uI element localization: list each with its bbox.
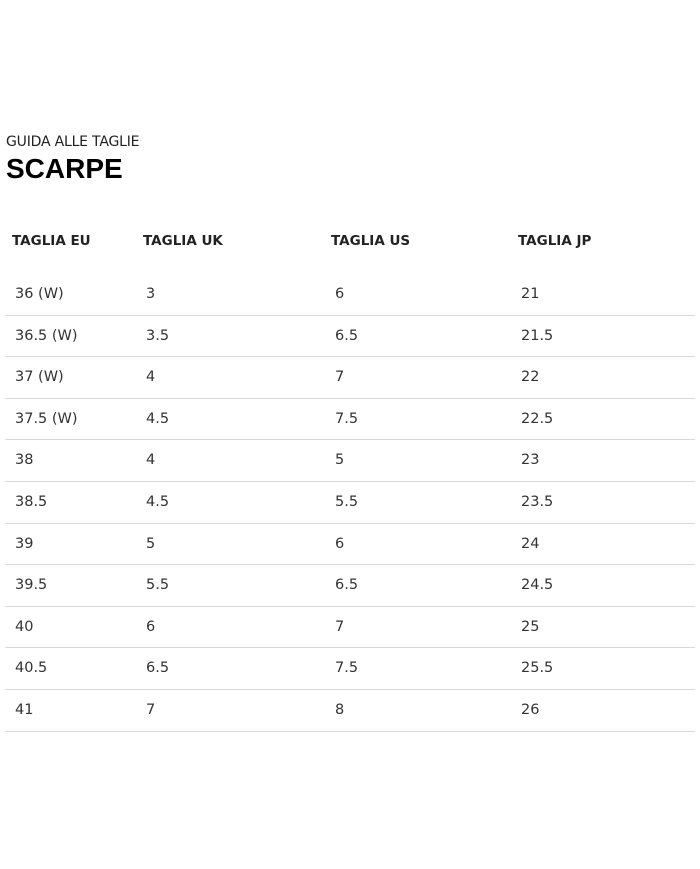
cell-jp: 24.5 bbox=[521, 577, 554, 594]
cell-uk: 3 bbox=[146, 286, 156, 302]
table-row: 36 (W) 3 6 21 bbox=[5, 274, 695, 316]
table-row: 36.5 (W) 3.5 6.5 21.5 bbox=[5, 316, 695, 358]
table-row: 40 6 7 25 bbox=[5, 607, 695, 649]
cell-us: 8 bbox=[335, 701, 345, 718]
cell-us: 7.5 bbox=[335, 660, 359, 677]
cell-jp: 22 bbox=[521, 369, 540, 386]
cell-us: 6.5 bbox=[335, 327, 359, 344]
cell-uk: 4.5 bbox=[146, 410, 170, 427]
table-row: 38.5 4.5 5.5 23.5 bbox=[5, 482, 695, 524]
cell-us: 6 bbox=[335, 535, 345, 552]
table-row: 41 7 8 26 bbox=[5, 690, 695, 732]
cell-uk: 5.5 bbox=[146, 577, 170, 594]
table-row: 37 (W) 4 7 22 bbox=[5, 357, 695, 399]
cell-eu: 40 bbox=[15, 618, 34, 635]
size-table: 36 (W) 3 6 21 36.5 (W) 3.5 6.5 21.5 37 (W) 4 7 22 37… bbox=[5, 274, 695, 732]
cell-eu: 40.5 bbox=[15, 660, 48, 677]
cell-us: 6 bbox=[335, 286, 345, 302]
cell-uk: 5 bbox=[146, 535, 156, 552]
table-row: 38 4 5 23 bbox=[5, 440, 695, 482]
cell-jp: 21 bbox=[521, 286, 540, 302]
cell-jp: 21.5 bbox=[521, 327, 554, 344]
cell-jp: 26 bbox=[521, 701, 540, 718]
header-jp: TAGLIA JP bbox=[518, 233, 592, 249]
cell-eu: 39 bbox=[15, 535, 34, 552]
cell-jp: 24 bbox=[521, 535, 540, 552]
table-row: 37.5 (W) 4.5 7.5 22.5 bbox=[5, 399, 695, 441]
cell-eu: 36.5 (W) bbox=[15, 327, 78, 344]
cell-uk: 4 bbox=[146, 452, 156, 469]
cell-jp: 23.5 bbox=[521, 493, 554, 510]
cell-uk: 6.5 bbox=[146, 660, 170, 677]
table-row: 39 5 6 24 bbox=[5, 524, 695, 566]
table-row: 39.5 5.5 6.5 24.5 bbox=[5, 565, 695, 607]
cell-us: 7 bbox=[335, 369, 345, 386]
cell-eu: 38.5 bbox=[15, 493, 48, 510]
cell-uk: 3.5 bbox=[146, 327, 170, 344]
cell-uk: 4 bbox=[146, 369, 156, 386]
header-uk: TAGLIA UK bbox=[143, 233, 223, 249]
cell-us: 5 bbox=[335, 452, 345, 469]
cell-jp: 22.5 bbox=[521, 410, 554, 427]
cell-eu: 37 (W) bbox=[15, 369, 64, 386]
cell-jp: 23 bbox=[521, 452, 540, 469]
page-eyebrow: GUIDA ALLE TAGLIE bbox=[6, 134, 140, 150]
cell-jp: 25 bbox=[521, 618, 540, 635]
header-eu: TAGLIA EU bbox=[12, 233, 91, 249]
cell-us: 7.5 bbox=[335, 410, 359, 427]
cell-eu: 36 (W) bbox=[15, 286, 64, 302]
cell-eu: 38 bbox=[15, 452, 34, 469]
cell-us: 5.5 bbox=[335, 493, 359, 510]
table-row: 40.5 6.5 7.5 25.5 bbox=[5, 648, 695, 690]
cell-eu: 37.5 (W) bbox=[15, 410, 78, 427]
table-header: TAGLIA EU TAGLIA UK TAGLIA US TAGLIA JP bbox=[0, 233, 700, 253]
cell-uk: 7 bbox=[146, 701, 156, 718]
cell-uk: 4.5 bbox=[146, 493, 170, 510]
cell-us: 6.5 bbox=[335, 577, 359, 594]
page-title: SCARPE bbox=[6, 153, 123, 184]
cell-us: 7 bbox=[335, 618, 345, 635]
cell-jp: 25.5 bbox=[521, 660, 554, 677]
cell-eu: 41 bbox=[15, 701, 34, 718]
header-us: TAGLIA US bbox=[331, 233, 411, 249]
cell-uk: 6 bbox=[146, 618, 156, 635]
cell-eu: 39.5 bbox=[15, 577, 48, 594]
